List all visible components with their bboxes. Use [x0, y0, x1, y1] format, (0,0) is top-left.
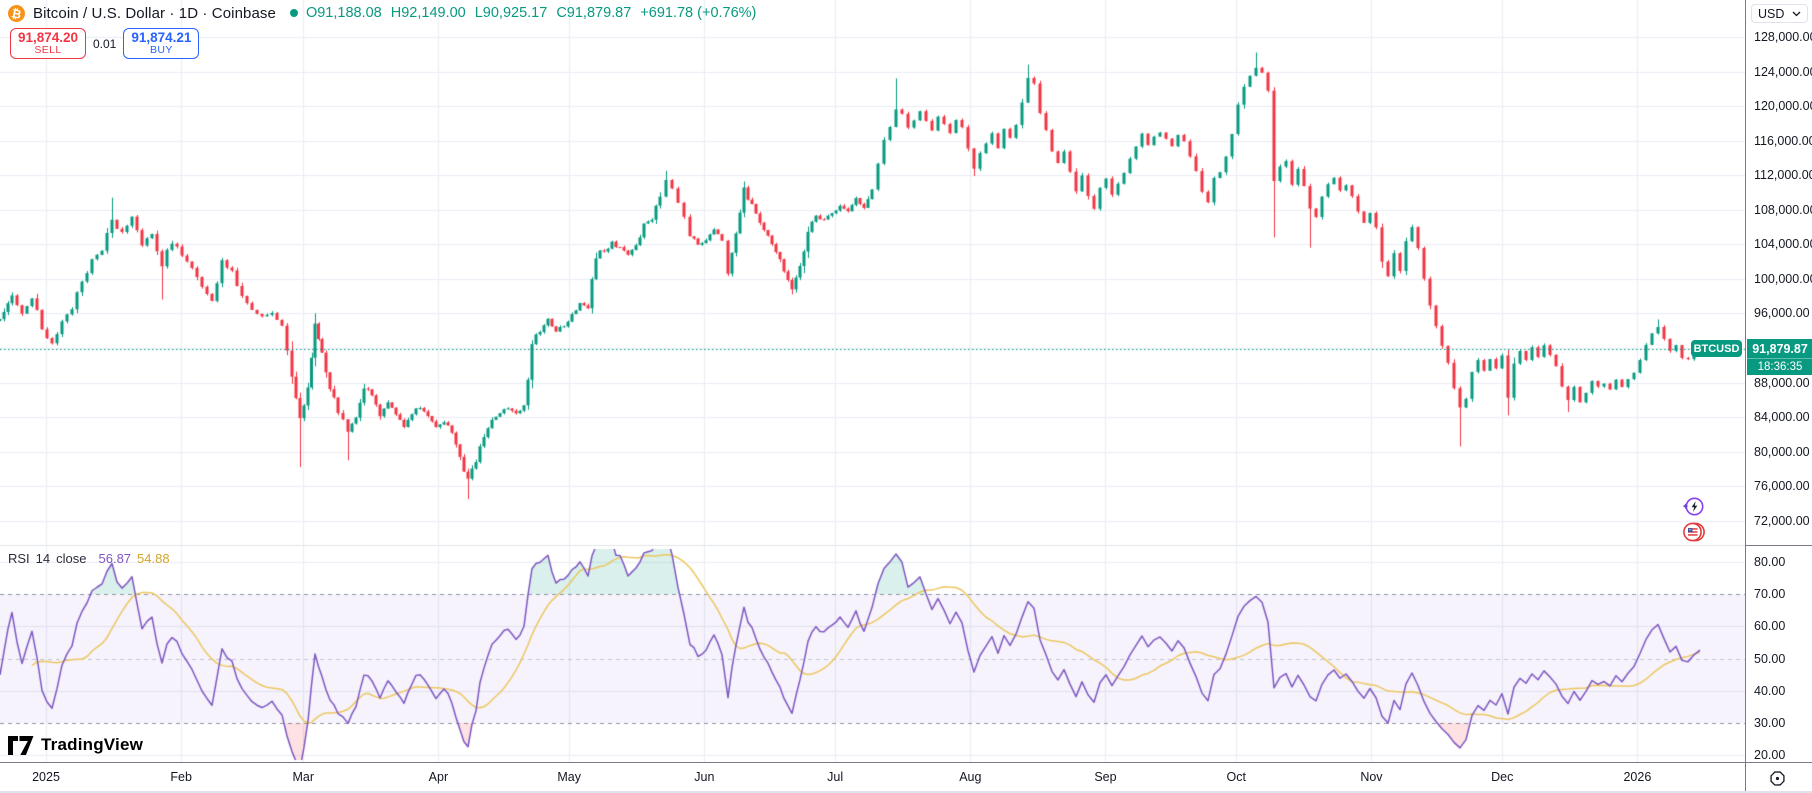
sell-price: 91,874.20: [17, 29, 79, 45]
symbol-legend[interactable]: ₿ Bitcoin / U.S. Dollar · 1D · Coinbase …: [6, 2, 756, 24]
rsi-tick-label: 50.00: [1754, 651, 1786, 666]
rsi-length: 14: [35, 551, 51, 566]
ai-spark-event-icon[interactable]: [1682, 495, 1705, 518]
rsi-tick-label: 30.00: [1754, 716, 1786, 730]
time-tick-label: Aug: [959, 770, 982, 784]
open-value: O91,188.08: [305, 5, 382, 21]
price-tick-label: 72,000.00: [1754, 513, 1810, 528]
tradingview-logo-text: TradingView: [41, 735, 144, 754]
currency-label: USD: [1758, 6, 1785, 21]
price-tick-label: 88,000.00: [1754, 375, 1810, 390]
time-tick-label: 2025: [32, 770, 60, 784]
buy-button[interactable]: 91,874.21 BUY: [123, 28, 200, 59]
axis-corner-separator: [1745, 763, 1746, 791]
rsi-title: RSI: [8, 551, 30, 566]
tradingview-logo-icon: [8, 735, 34, 755]
low-value: L90,925.17: [474, 5, 548, 21]
bar-countdown: 18:36:35: [1747, 358, 1812, 374]
price-tick-label: 96,000.00: [1754, 306, 1810, 321]
price-axis[interactable]: USD 128,000.00 124,000.00 120,000.00 116,00…: [1745, 0, 1812, 762]
time-tick-label: Apr: [428, 770, 449, 784]
rsi-source: close: [56, 551, 87, 566]
rsi-indicator-legend[interactable]: RSI 14 close 56.87 54.88: [8, 551, 170, 566]
currency-dropdown[interactable]: USD: [1751, 4, 1808, 23]
time-tick-label: Nov: [1360, 770, 1383, 784]
rsi-tick-label: 60.00: [1754, 619, 1786, 634]
price-tick-label: 80,000.00: [1754, 444, 1810, 459]
sell-label: SELL: [34, 44, 62, 57]
rsi-tick-label: 40.00: [1754, 683, 1786, 698]
pane-separator[interactable]: [1746, 545, 1812, 546]
time-axis[interactable]: 2025 Feb Mar Apr May Jun Jul Aug Sep Oct Nov Dec 202…: [0, 762, 1812, 791]
chart-region: ₿ Bitcoin / U.S. Dollar · 1D · Coinbase …: [0, 0, 1745, 762]
price-tick-label: 116,000.00: [1754, 133, 1812, 148]
chart-event-icons: [1682, 495, 1708, 546]
btcusd-price-line-badge[interactable]: BTCUSD: [1691, 340, 1742, 357]
current-price-value: 91,879.87: [1752, 341, 1808, 356]
price-tick-label: 108,000.00: [1754, 202, 1812, 217]
us-flag-event-icon[interactable]: [1682, 520, 1706, 544]
gear-icon: [1769, 770, 1785, 786]
rsi-tick-label: 70.00: [1754, 587, 1786, 601]
price-tick-label: 76,000.00: [1754, 479, 1810, 494]
rsi-tick-label: 20.00: [1754, 748, 1786, 763]
close-value: C91,879.87: [556, 5, 632, 21]
price-tick-label: 84,000.00: [1754, 410, 1810, 425]
axis-settings-button[interactable]: [1766, 767, 1788, 789]
time-tick-label: May: [557, 770, 581, 784]
current-price-tag: 91,879.87 18:36:35: [1747, 339, 1812, 375]
price-tick-label: 120,000.00: [1754, 99, 1812, 114]
time-tick-label: 2026: [1623, 770, 1652, 784]
buy-price: 91,874.21: [131, 29, 192, 45]
price-tick-label: 104,000.00: [1754, 237, 1812, 252]
price-tick-label: 124,000.00: [1754, 64, 1812, 79]
rsi-value: 56.87: [98, 551, 132, 566]
time-tick-label: Dec: [1491, 770, 1514, 784]
change-value: +691.78 (+0.76%): [640, 5, 757, 21]
time-tick-label: Sep: [1094, 770, 1117, 784]
time-tick-label: Oct: [1226, 770, 1246, 784]
rsi-tick-label: 80.00: [1754, 554, 1786, 569]
chevron-down-icon: [1792, 11, 1801, 16]
price-tick-label: 112,000.00: [1754, 168, 1812, 183]
time-tick-label: Mar: [292, 770, 314, 784]
tradingview-logo[interactable]: TradingView: [8, 735, 143, 755]
spread-value: 0.01: [93, 36, 117, 51]
price-tick-label: 100,000.00: [1754, 271, 1812, 286]
time-tick-label: Feb: [170, 770, 192, 784]
ohlc-values: O91,188.08 H92,149.00 L90,925.17 C91,879…: [306, 5, 756, 21]
main-chart-canvas[interactable]: [0, 0, 1745, 762]
buy-label: BUY: [149, 44, 173, 57]
high-value: H92,149.00: [390, 5, 466, 21]
price-tick-label: 128,000.00: [1754, 30, 1812, 44]
time-tick-label: Jul: [827, 770, 844, 784]
symbol-title[interactable]: Bitcoin / U.S. Dollar · 1D · Coinbase: [33, 4, 276, 22]
order-panel: 91,874.20 SELL 0.01 91,874.21 BUY: [10, 28, 200, 59]
sell-button[interactable]: 91,874.20 SELL: [10, 28, 86, 59]
bitcoin-icon: ₿: [6, 2, 27, 24]
market-status-icon: [289, 9, 298, 17]
rsi-ma-value: 54.88: [137, 551, 170, 566]
time-tick-label: Jun: [694, 770, 715, 784]
